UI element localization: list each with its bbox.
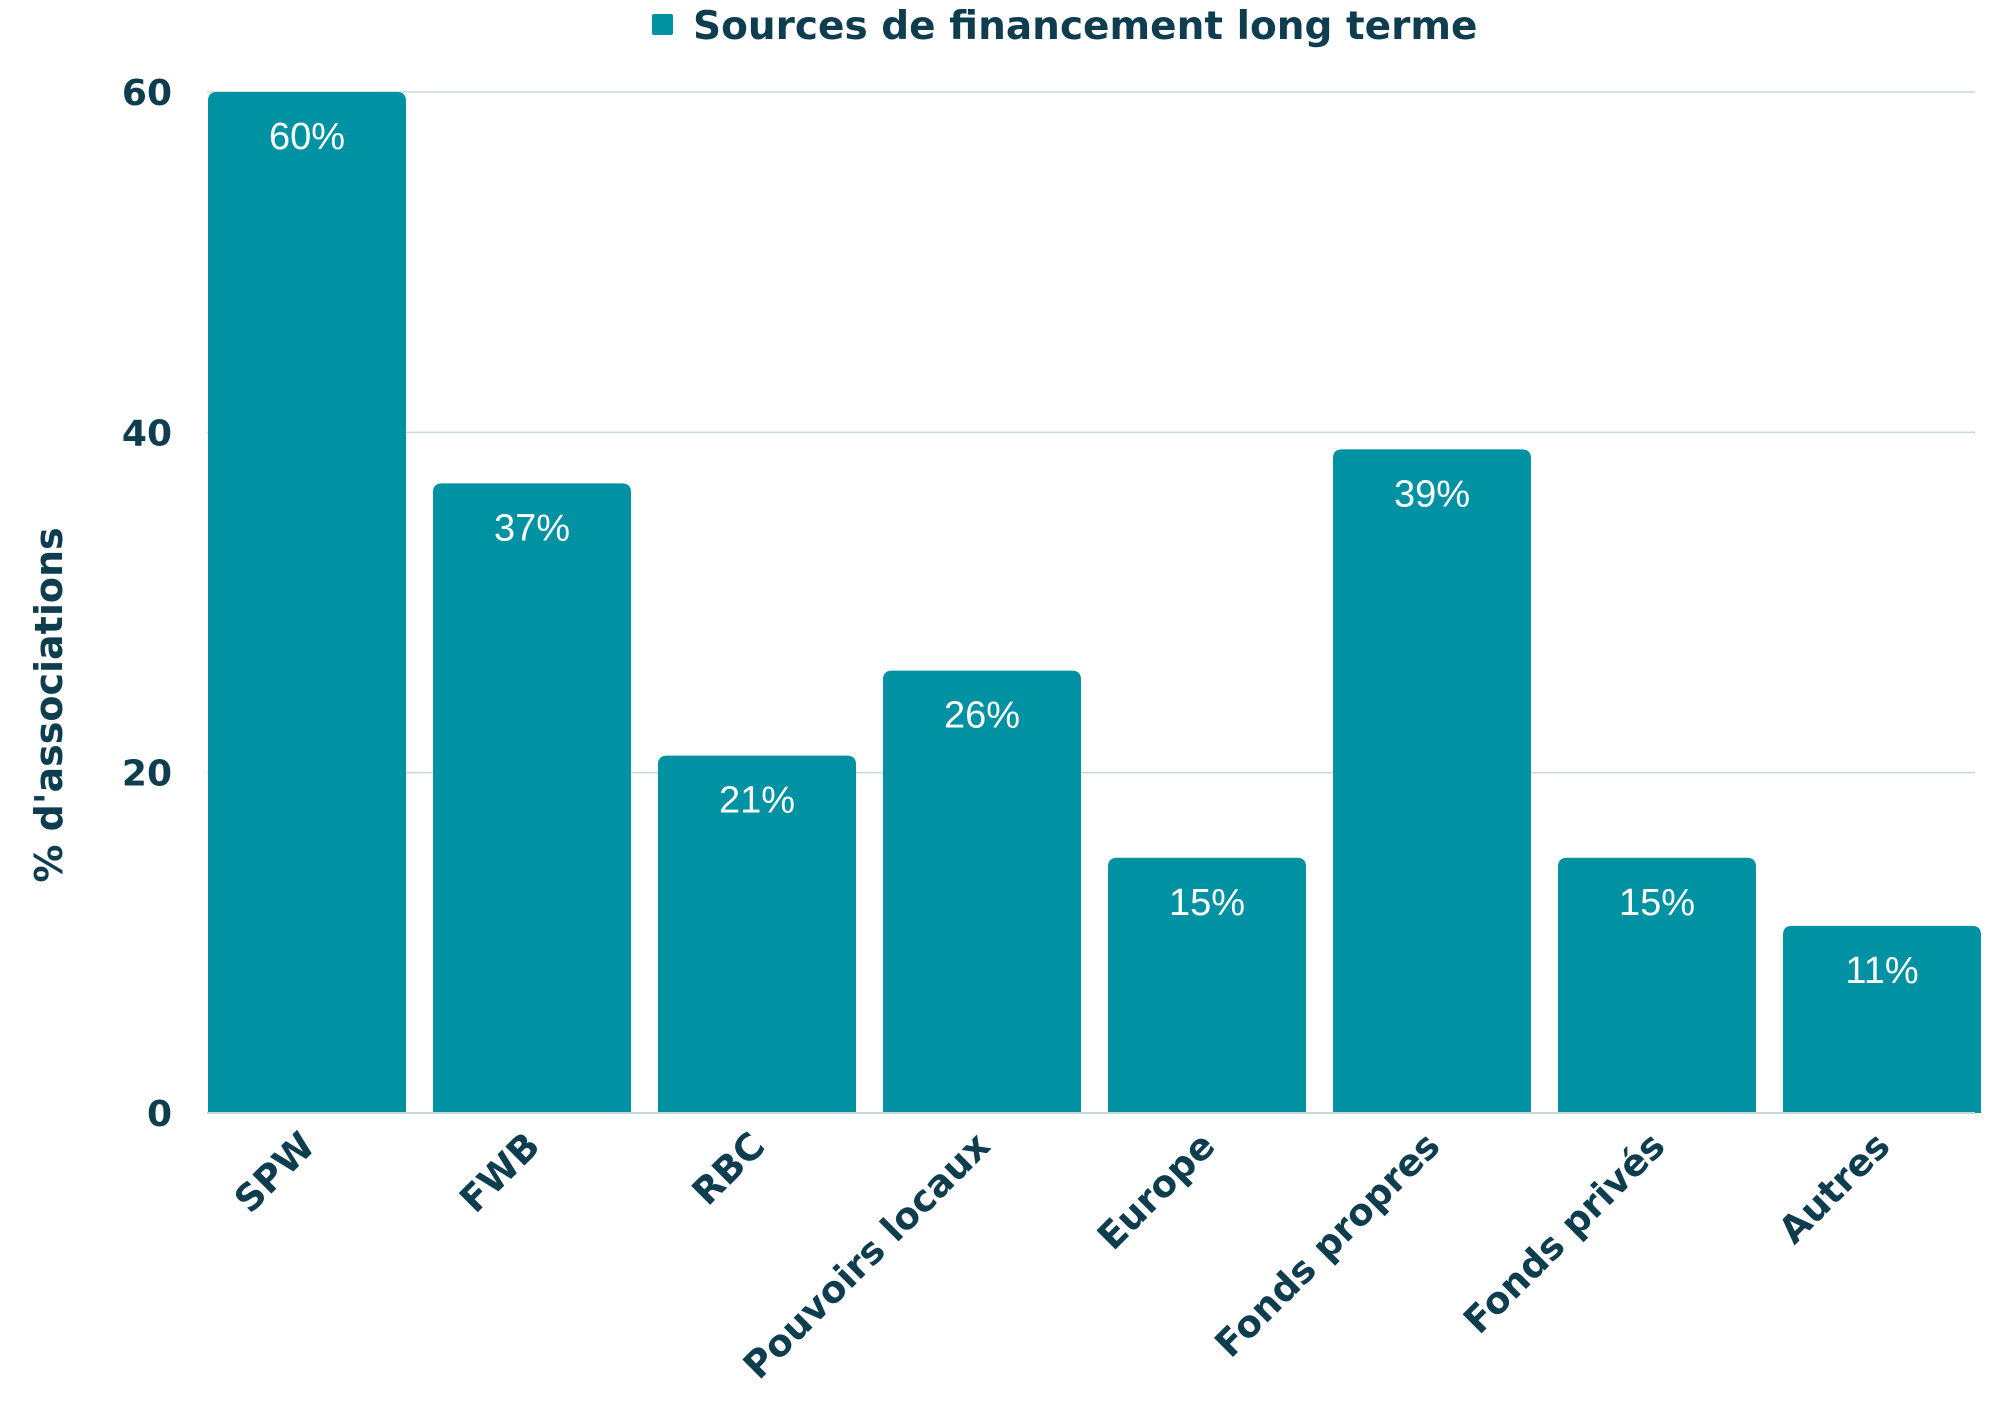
legend: Sources de financement long terme — [652, 4, 1477, 49]
x-tick-label: Autres — [1770, 1124, 1898, 1252]
data-label: 21% — [719, 780, 795, 822]
y-tick-label: 0 — [147, 1094, 172, 1135]
y-tick-label: 20 — [122, 754, 172, 795]
data-label: 37% — [494, 507, 570, 549]
y-axis-title: % d'associations — [27, 527, 71, 882]
x-tick-label: SPW — [226, 1124, 323, 1221]
y-tick-label: 40 — [122, 413, 172, 454]
bar-fonds-priv-s — [1558, 857, 1756, 1113]
data-label: 39% — [1394, 473, 1470, 515]
bar-autres — [1783, 925, 1981, 1113]
bar-pouvoirs-locaux — [883, 670, 1081, 1113]
bar-europe — [1108, 857, 1306, 1113]
data-label: 26% — [944, 695, 1020, 737]
y-tick-label: 60 — [122, 73, 172, 114]
data-labels: 60% 37% 21% 26% 15% 39% 15% 11% — [269, 116, 1919, 992]
bar-fonds-propres — [1333, 449, 1531, 1114]
x-tick-label: Pouvoirs locaux — [735, 1124, 998, 1387]
bars — [208, 92, 1981, 1114]
x-tick-label: FWB — [451, 1124, 548, 1221]
data-label: 15% — [1619, 882, 1695, 924]
x-tick-label: Fonds privés — [1455, 1124, 1673, 1342]
data-label: 60% — [269, 116, 345, 158]
data-label: 15% — [1169, 882, 1245, 924]
legend-swatch — [652, 14, 673, 35]
legend-label: Sources de financement long terme — [693, 4, 1477, 49]
x-tick-label: Europe — [1089, 1124, 1223, 1258]
x-tick-label: RBC — [684, 1124, 774, 1214]
bar-fwb — [433, 483, 631, 1114]
bar-spw — [208, 92, 406, 1113]
bar-rbc — [658, 755, 856, 1113]
data-label: 11% — [1845, 950, 1918, 992]
x-tick-label: Fonds propres — [1207, 1124, 1449, 1366]
